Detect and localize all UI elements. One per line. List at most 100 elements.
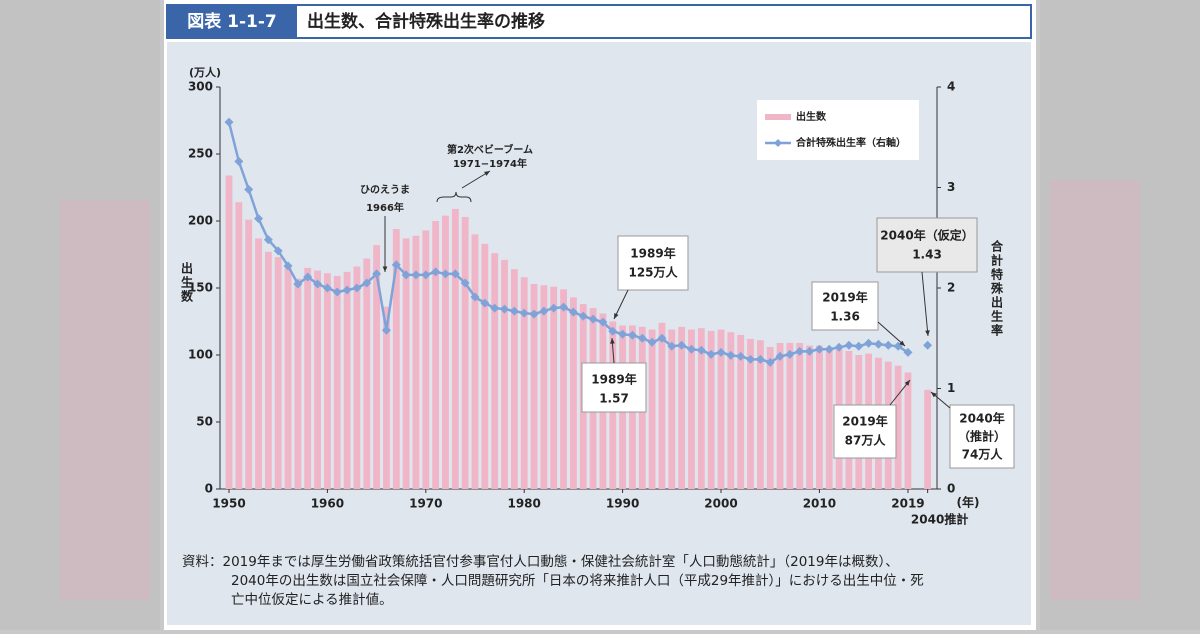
marker bbox=[716, 347, 726, 357]
marker bbox=[509, 306, 519, 316]
y-tick-label: 300 bbox=[188, 80, 213, 94]
marker bbox=[313, 279, 323, 289]
x-tick-label: 2010 bbox=[803, 497, 836, 511]
y2-axis-label: 合計特殊出生率 bbox=[990, 239, 1004, 338]
marker bbox=[362, 278, 372, 288]
annotation: 1.43 bbox=[912, 248, 942, 262]
bar bbox=[255, 238, 262, 489]
annotation: 1.36 bbox=[830, 310, 860, 324]
marker bbox=[686, 344, 696, 354]
legend-box bbox=[757, 100, 919, 160]
legend-label: 出生数 bbox=[796, 110, 827, 123]
x-tick-label: 1950 bbox=[212, 497, 245, 511]
bar bbox=[756, 340, 764, 489]
bar bbox=[570, 297, 577, 489]
marker bbox=[401, 270, 411, 280]
marker bbox=[549, 303, 559, 313]
annotation-box bbox=[581, 362, 647, 413]
bar bbox=[904, 372, 912, 489]
y-tick-label: 200 bbox=[188, 214, 213, 228]
annotation: 2040年 bbox=[959, 411, 1004, 426]
annotation: 2040年（仮定） bbox=[880, 228, 973, 243]
bar bbox=[245, 219, 253, 489]
y-tick-label: 150 bbox=[188, 281, 213, 295]
bar bbox=[353, 266, 361, 489]
marker bbox=[421, 270, 431, 280]
legend-swatch bbox=[765, 114, 791, 120]
marker bbox=[844, 340, 854, 350]
arrow-head bbox=[610, 338, 615, 344]
marker bbox=[755, 354, 765, 364]
bar bbox=[471, 234, 479, 489]
marker bbox=[785, 349, 795, 359]
marker bbox=[706, 349, 716, 359]
annotation: （推計） bbox=[958, 429, 1006, 444]
bar bbox=[560, 289, 567, 489]
marker bbox=[657, 333, 667, 343]
annotation-arrow bbox=[877, 321, 906, 347]
x-tick-label: 1980 bbox=[507, 497, 540, 511]
marker bbox=[322, 283, 332, 293]
bar bbox=[333, 275, 341, 489]
marker bbox=[480, 298, 490, 308]
bar bbox=[776, 342, 784, 489]
bar bbox=[264, 251, 272, 489]
marker bbox=[824, 344, 834, 354]
y-axis-label: 出生数 bbox=[180, 261, 194, 304]
header-label-bg bbox=[167, 5, 297, 38]
source-note: 亡中位仮定による推計値。 bbox=[231, 592, 393, 608]
marker bbox=[578, 311, 588, 321]
y2-tick-label: 0 bbox=[947, 482, 955, 496]
y2-tick-label: 2 bbox=[947, 281, 955, 295]
marker bbox=[618, 329, 628, 339]
marker bbox=[303, 272, 313, 282]
marker bbox=[440, 269, 450, 279]
marker bbox=[746, 354, 756, 364]
y-tick-label: 0 bbox=[205, 482, 213, 496]
bar bbox=[540, 285, 548, 489]
bar bbox=[383, 306, 390, 489]
bar bbox=[422, 230, 430, 489]
annotation: 87万人 bbox=[845, 433, 887, 448]
marker bbox=[588, 314, 598, 324]
arrow-head bbox=[925, 330, 930, 336]
marker bbox=[696, 345, 706, 355]
x-tick-label: 2040推計 bbox=[911, 512, 968, 527]
marker bbox=[450, 269, 460, 279]
bar bbox=[766, 346, 774, 489]
marker bbox=[460, 278, 470, 288]
annotation: 2019年 bbox=[822, 290, 867, 305]
marker bbox=[834, 342, 844, 352]
line bbox=[227, 121, 909, 364]
bar bbox=[707, 330, 715, 489]
legend-label: 合計特殊出生率（右軸） bbox=[795, 136, 906, 149]
bar bbox=[402, 238, 410, 489]
x-tick-label: 1990 bbox=[606, 497, 639, 511]
annotation: 1966年 bbox=[366, 201, 404, 214]
bar bbox=[274, 257, 282, 489]
marker bbox=[234, 156, 244, 166]
marker bbox=[627, 330, 637, 340]
x-axis-label: (年) bbox=[957, 495, 980, 510]
bar bbox=[284, 265, 292, 489]
bar bbox=[481, 243, 489, 489]
annotation-box bbox=[811, 281, 879, 331]
marker bbox=[559, 302, 569, 312]
y2-tick-label: 3 bbox=[947, 180, 955, 194]
bar bbox=[373, 245, 380, 489]
bar bbox=[324, 273, 331, 489]
annotation: 1989年 bbox=[591, 372, 636, 387]
y-tick-label: 100 bbox=[188, 348, 213, 362]
marker bbox=[726, 350, 736, 360]
y2-tick-label: 4 bbox=[947, 80, 955, 94]
annotation: 1971−1974年 bbox=[453, 157, 527, 170]
annotation-box bbox=[617, 235, 689, 291]
bar bbox=[520, 277, 528, 489]
marker bbox=[254, 214, 264, 224]
annotation: 2019年 bbox=[842, 414, 887, 429]
marker bbox=[431, 267, 441, 277]
marker bbox=[903, 347, 913, 357]
marker bbox=[372, 269, 382, 279]
bar bbox=[451, 208, 459, 489]
marker bbox=[411, 270, 421, 280]
